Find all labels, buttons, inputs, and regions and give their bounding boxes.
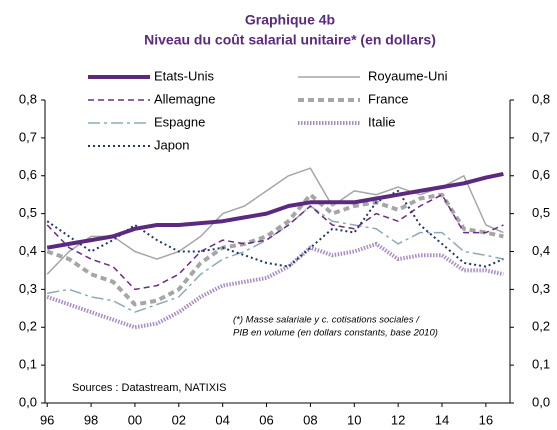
y-tick-label: 0,6 bbox=[19, 167, 37, 182]
x-tick-label: 06 bbox=[259, 412, 273, 427]
y2-tick-label: 0,3 bbox=[532, 281, 550, 296]
legend-label: Royaume-Uni bbox=[368, 68, 448, 83]
y2-tick-label: 0,2 bbox=[532, 319, 550, 334]
y2-tick-label: 0,5 bbox=[532, 205, 550, 220]
y-tick-label: 0,8 bbox=[19, 91, 37, 106]
chart-title: Graphique 4b bbox=[245, 12, 335, 28]
y-tick-label: 0,1 bbox=[19, 357, 37, 372]
x-tick-label: 98 bbox=[84, 412, 98, 427]
y2-tick-label: 0,6 bbox=[532, 167, 550, 182]
x-tick-label: 00 bbox=[128, 412, 142, 427]
series-line bbox=[46, 171, 504, 250]
y-tick-label: 0,4 bbox=[19, 243, 37, 258]
series-line bbox=[46, 189, 504, 268]
y-tick-label: 0,2 bbox=[19, 319, 37, 334]
x-tick-label: 08 bbox=[303, 412, 317, 427]
x-tick-label: 12 bbox=[391, 412, 405, 427]
series-line bbox=[46, 192, 504, 307]
y-tick-label: 0,5 bbox=[19, 205, 37, 220]
y-tick-label: 0,3 bbox=[19, 281, 37, 296]
series-line bbox=[46, 241, 504, 330]
legend-label: Japon bbox=[154, 137, 189, 152]
y2-tick-label: 0,7 bbox=[532, 129, 550, 144]
x-tick-label: 02 bbox=[172, 412, 186, 427]
legend-label: Italie bbox=[368, 114, 395, 129]
legend-label: Allemagne bbox=[154, 91, 215, 106]
series-line bbox=[46, 193, 504, 291]
y-tick-label: 0,0 bbox=[19, 394, 37, 409]
y-tick-label: 0,7 bbox=[19, 129, 37, 144]
y2-tick-label: 0,0 bbox=[532, 394, 550, 409]
x-tick-label: 14 bbox=[435, 412, 449, 427]
series-line bbox=[47, 205, 504, 313]
annotation: PIB en volume (en dollars constants, bas… bbox=[233, 328, 438, 339]
legend-label: Espagne bbox=[154, 114, 205, 129]
legend-label: Etats-Unis bbox=[154, 68, 214, 83]
y2-tick-label: 0,1 bbox=[532, 357, 550, 372]
x-tick-label: 96 bbox=[40, 412, 54, 427]
x-tick-label: 04 bbox=[215, 412, 229, 427]
y2-tick-label: 0,8 bbox=[532, 91, 550, 106]
source: Sources : Datastream, NATIXIS bbox=[72, 382, 226, 394]
x-tick-label: 16 bbox=[479, 412, 493, 427]
y2-tick-label: 0,4 bbox=[532, 243, 550, 258]
annotation: (*) Masse salariale y c. cotisations soc… bbox=[233, 315, 420, 326]
legend-label: France bbox=[368, 91, 408, 106]
series-line bbox=[46, 167, 504, 275]
chart-subtitle: Niveau du coût salarial unitaire* (en do… bbox=[144, 32, 436, 48]
x-tick-label: 10 bbox=[347, 412, 361, 427]
